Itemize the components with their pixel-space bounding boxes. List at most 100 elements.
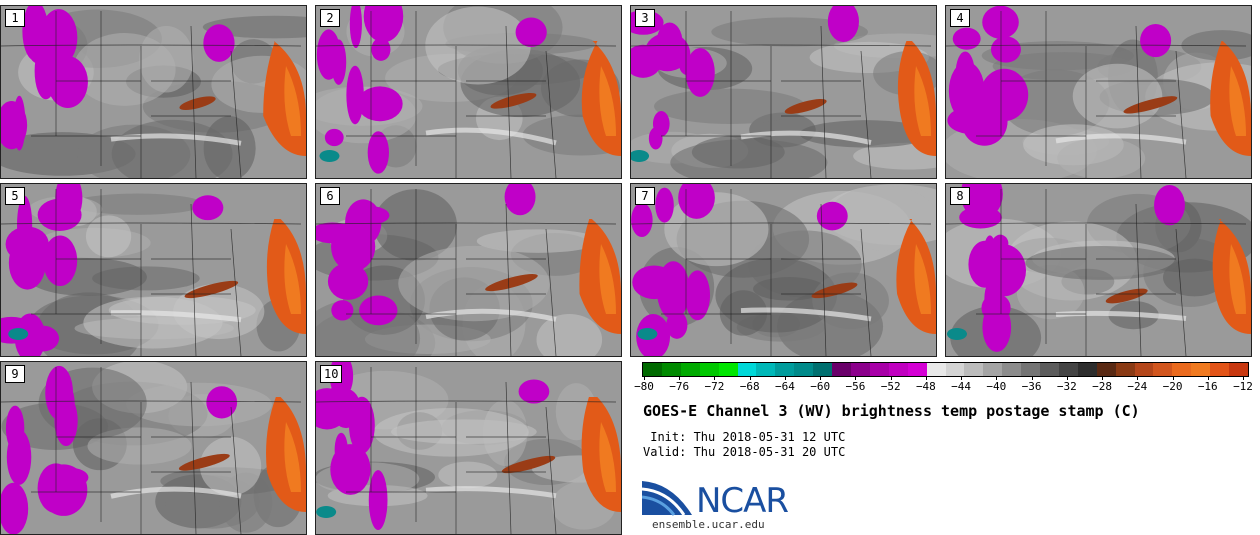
- colorbar-tick-label: −80: [634, 380, 654, 393]
- colorbar-cell: [718, 363, 738, 376]
- colorbar-cell: [888, 363, 908, 376]
- colorbar-cell: [1002, 363, 1022, 376]
- colorbar-tick-label: −52: [880, 380, 901, 393]
- member-panel-8: 8: [945, 183, 1252, 357]
- panel-number: 9: [5, 365, 25, 383]
- member-panel-4: 4: [945, 5, 1252, 179]
- colorbar-tick-label: −28: [1092, 380, 1112, 393]
- colorbar-tick-label: −60: [810, 380, 831, 393]
- website-url: ensemble.ucar.edu: [652, 518, 765, 531]
- colorbar-cell: [643, 363, 662, 376]
- panel-number: 7: [635, 187, 655, 205]
- wv-map-icon: [1, 362, 306, 534]
- colorbar-tick-label: −56: [845, 380, 866, 393]
- member-panel-3: 3: [630, 5, 937, 179]
- colorbar-cell: [850, 363, 870, 376]
- wv-map-icon: [946, 6, 1251, 178]
- colorbar-tick: [996, 376, 998, 380]
- colorbar-cell: [661, 363, 681, 376]
- wv-map-icon: [631, 184, 936, 356]
- logo-text: NCAR: [696, 481, 789, 521]
- colorbar-tick-label: −76: [669, 380, 690, 393]
- colorbar-cell: [775, 363, 795, 376]
- member-panel-6: 6: [315, 183, 622, 357]
- colorbar-cell: [983, 363, 1003, 376]
- colorbar-tick: [925, 376, 927, 380]
- figure-title: GOES-E Channel 3 (WV) brightness temp po…: [643, 402, 1140, 420]
- colorbar-cell: [832, 363, 851, 376]
- colorbar-ticks: −80 −76 −72 −68 −64 −60 −56 −52 −48 −44 −40 −36 −32 −…: [634, 376, 1253, 398]
- colorbar-tick: [714, 376, 716, 380]
- colorbar-tick: [1207, 376, 1209, 380]
- colorbar-tick: [1102, 376, 1104, 380]
- colorbar-tick-label: −68: [739, 380, 760, 393]
- colorbar-cell: [1077, 363, 1097, 376]
- colorbar-cell: [756, 363, 776, 376]
- colorbar-cell: [1115, 363, 1135, 376]
- colorbar-cell: [699, 363, 719, 376]
- colorbar-cell: [926, 363, 946, 376]
- panel-number: 4: [950, 9, 970, 27]
- colorbar-cell: [1021, 363, 1041, 376]
- colorbar-tick: [855, 376, 857, 380]
- colorbar-tick-label: −40: [986, 380, 1007, 393]
- colorbar-cell: [1058, 363, 1078, 376]
- colorbar-tick: [961, 376, 963, 380]
- colorbar-tick-label: −72: [704, 380, 725, 393]
- valid-time: Valid: Thu 2018-05-31 20 UTC: [643, 445, 846, 459]
- wv-map-icon: [316, 362, 621, 534]
- member-panel-7: 7: [630, 183, 937, 357]
- colorbar-tick: [820, 376, 822, 380]
- colorbar-tick-label: −44: [951, 380, 972, 393]
- panel-number: 3: [635, 9, 655, 27]
- colorbar-tick-label: −20: [1162, 380, 1183, 393]
- colorbar-tick: [1066, 376, 1068, 380]
- colorbar-cell: [1040, 363, 1059, 376]
- colorbar-cell: [945, 363, 965, 376]
- colorbar-tick: [1137, 376, 1139, 380]
- colorbar-cell: [737, 363, 757, 376]
- panel-number: 2: [320, 9, 340, 27]
- colorbar-cell: [869, 363, 889, 376]
- wv-map-icon: [1, 6, 306, 178]
- panel-number: 6: [320, 187, 340, 205]
- colorbar-cell: [1210, 363, 1230, 376]
- colorbar-cell: [1096, 363, 1116, 376]
- colorbar-cell: [813, 363, 833, 376]
- colorbar-tick: [749, 376, 751, 380]
- colorbar-cell: [1229, 363, 1248, 376]
- colorbar-tick-label: −64: [775, 380, 795, 393]
- colorbar-tick-label: −36: [1021, 380, 1042, 393]
- wv-map-icon: [316, 6, 621, 178]
- panel-number: 5: [5, 187, 25, 205]
- colorbar-cell: [1153, 363, 1173, 376]
- colorbar-cell: [964, 363, 984, 376]
- wv-map-icon: [316, 184, 621, 356]
- member-panel-2: 2: [315, 5, 622, 179]
- member-panel-5: 5: [0, 183, 307, 357]
- colorbar-tick: [1243, 376, 1244, 380]
- wv-map-icon: [631, 6, 936, 178]
- init-time: Init: Thu 2018-05-31 12 UTC: [643, 430, 846, 444]
- colorbar-tick-label: −48: [915, 380, 936, 393]
- colorbar-tick: [679, 376, 681, 380]
- colorbar-tick-label: −32: [1056, 380, 1077, 393]
- colorbar-tick-label: −24: [1127, 380, 1148, 393]
- panel-number: 10: [320, 365, 343, 383]
- panel-number: 8: [950, 187, 970, 205]
- wv-map-icon: [1, 184, 306, 356]
- colorbar-cell: [1134, 363, 1154, 376]
- colorbar-cell: [794, 363, 814, 376]
- colorbar-cell: [680, 363, 700, 376]
- colorbar-tick: [1031, 376, 1033, 380]
- colorbar-tick-label: −16: [1197, 380, 1218, 393]
- colorbar-cell: [1172, 363, 1192, 376]
- colorbar: [642, 362, 1249, 377]
- panel-number: 1: [5, 9, 25, 27]
- colorbar-tick: [784, 376, 786, 380]
- colorbar-tick: [890, 376, 892, 380]
- colorbar-tick-label: −12: [1233, 380, 1253, 393]
- colorbar-tick: [1172, 376, 1174, 380]
- member-panel-9: 9: [0, 361, 307, 535]
- colorbar-cell: [907, 363, 927, 376]
